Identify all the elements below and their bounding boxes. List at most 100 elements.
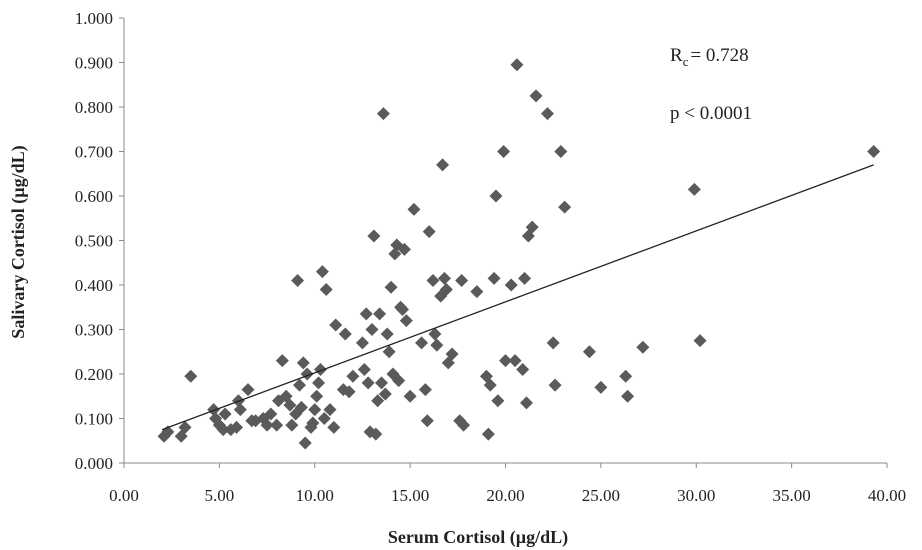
rc-subscript: c [683, 54, 689, 69]
y-tick-label: 0.500 [75, 232, 113, 251]
data-point [430, 338, 444, 352]
data-point [867, 145, 881, 158]
data-point [499, 354, 512, 368]
data-point [378, 387, 392, 401]
data-point [548, 378, 562, 392]
rc-annotation: Rc = 0.728 [670, 45, 749, 69]
data-point [298, 436, 312, 450]
data-point [365, 323, 379, 336]
x-tick-label: 15.00 [391, 486, 429, 505]
data-point [317, 412, 331, 425]
y-tick-label: 0.700 [75, 143, 113, 162]
data-point [292, 378, 306, 392]
data-point [437, 271, 451, 285]
data-point [558, 200, 572, 214]
data-point [376, 107, 390, 121]
data-point [388, 247, 402, 261]
data-point [436, 158, 450, 172]
data-point [313, 363, 327, 377]
data-point [418, 383, 432, 397]
data-point [529, 89, 543, 103]
data-point [481, 427, 495, 441]
data-point [518, 271, 532, 285]
data-point [457, 418, 471, 432]
data-point [329, 318, 343, 332]
data-points [157, 58, 881, 450]
x-tick-label: 0.00 [109, 486, 139, 505]
data-point [540, 107, 554, 121]
data-point [275, 354, 289, 368]
x-tick-label: 40.00 [868, 486, 906, 505]
data-point [504, 278, 518, 292]
data-point [306, 416, 320, 430]
data-point [403, 389, 417, 403]
x-ticks: 0.00 5.00 10.00 15.00 20.00 25.00 30.00 35.00 40… [109, 463, 906, 505]
data-point [470, 285, 484, 299]
y-axis-title: Salivary Cortisol (µg/dL) [8, 145, 29, 338]
data-point [375, 376, 389, 390]
data-point [184, 369, 198, 383]
data-point [687, 182, 701, 196]
data-point [264, 407, 278, 421]
data-point [241, 383, 255, 397]
data-point [380, 327, 394, 341]
data-point [319, 282, 333, 296]
data-point [342, 385, 356, 399]
data-point [516, 363, 530, 377]
data-point [525, 220, 539, 234]
data-point [422, 225, 436, 239]
data-point [361, 376, 375, 390]
y-tick-label: 0.000 [75, 454, 113, 473]
data-point [420, 414, 434, 428]
data-point [373, 307, 387, 321]
data-point [399, 314, 413, 328]
data-point [428, 327, 442, 341]
y-tick-label: 1.000 [75, 9, 113, 28]
data-point [397, 242, 411, 256]
data-point [216, 423, 230, 437]
data-point [371, 394, 385, 408]
data-point [308, 403, 322, 417]
x-tick-label: 10.00 [296, 486, 334, 505]
data-point [260, 418, 274, 432]
data-point [315, 265, 329, 279]
y-tick-label: 0.800 [75, 98, 113, 117]
trendline [161, 164, 874, 431]
data-point [296, 356, 310, 370]
data-point [291, 274, 305, 288]
data-point [594, 380, 608, 394]
data-point [554, 145, 568, 158]
data-point [693, 334, 707, 348]
y-ticks: 0.000 0.100 0.200 0.300 0.400 0.500 0.600 0.700… [75, 9, 124, 473]
data-point [283, 398, 297, 412]
p-value-annotation: p < 0.0001 [670, 103, 752, 124]
x-tick-label: 25.00 [582, 486, 620, 505]
data-point [285, 418, 299, 432]
data-point [382, 345, 396, 359]
y-tick-label: 0.900 [75, 54, 113, 73]
rc-symbol: R [670, 45, 683, 66]
rc-value: = 0.728 [690, 45, 748, 66]
data-point [294, 400, 308, 414]
y-tick-label: 0.400 [75, 276, 113, 295]
x-tick-label: 5.00 [205, 486, 235, 505]
data-point [357, 363, 371, 377]
y-tick-label: 0.300 [75, 321, 113, 340]
data-point [338, 327, 352, 341]
data-point [395, 302, 409, 316]
data-point [230, 420, 244, 434]
data-point [407, 202, 421, 216]
data-point [483, 378, 497, 392]
x-tick-label: 35.00 [773, 486, 811, 505]
data-point [582, 345, 596, 359]
data-point [519, 396, 533, 410]
data-point [384, 280, 398, 294]
y-tick-label: 0.100 [75, 410, 113, 429]
data-point [346, 369, 360, 383]
data-point [207, 403, 221, 417]
data-point [491, 394, 505, 408]
data-point [369, 427, 383, 441]
data-point [415, 336, 429, 350]
